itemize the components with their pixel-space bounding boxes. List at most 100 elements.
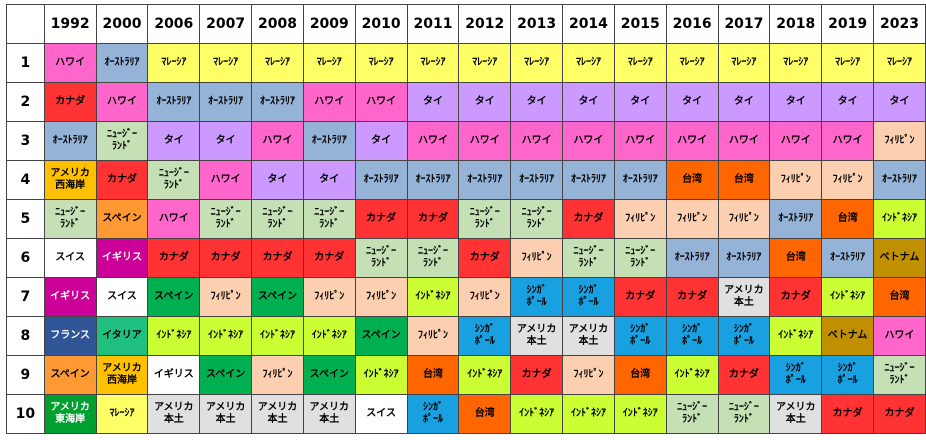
destination-cell: ハワイ xyxy=(199,160,253,200)
destination-cell: ﾆｭｰｼﾞｰ ﾗﾝﾄﾞ xyxy=(717,394,771,434)
destination-cell: カナダ xyxy=(613,277,667,317)
destination-cell: ｵｰｽﾄﾗﾘｱ xyxy=(147,82,201,122)
destination-cell: ハワイ xyxy=(354,82,408,122)
destination-cell: ｲﾝﾄﾞﾈｼｱ xyxy=(665,355,719,395)
table-row: 10 アメリカ 東海岸 ﾏﾚｰｼｱ アメリカ 本土 アメリカ 本土 アメリカ 本土 アメリカ… xyxy=(6,394,926,434)
year-header: 2010 xyxy=(354,4,408,44)
table-row: 5 ﾆｭｰｼﾞｰ ﾗﾝﾄﾞ スペイン ハワイ ﾆｭｰｼﾞｰ ﾗﾝﾄﾞ ﾆｭｰｼﾞｰ ﾗﾝﾄ… xyxy=(6,199,926,239)
destination-cell: スペイン xyxy=(147,277,201,317)
destination-cell: ﾏﾚｰｼｱ xyxy=(95,394,149,434)
destination-cell: スイス xyxy=(95,277,149,317)
destination-cell: スペイン xyxy=(302,355,356,395)
destination-cell: ｼﾝｶﾞ ﾎﾟｰﾙ xyxy=(510,277,564,317)
destination-cell: ハワイ xyxy=(510,121,564,161)
destination-cell: ハワイ xyxy=(562,121,615,161)
destination-cell: スペイン xyxy=(43,355,97,395)
destination-cell: ｼﾝｶﾞ ﾎﾟｰﾙ xyxy=(821,355,874,395)
destination-cell: ｵｰｽﾄﾗﾘｱ xyxy=(873,160,926,200)
destination-cell: ｼﾝｶﾞ ﾎﾟｰﾙ xyxy=(717,316,771,356)
rank-cell: 7 xyxy=(6,277,45,317)
year-header: 2018 xyxy=(769,4,823,44)
destination-cell: カナダ xyxy=(769,277,823,317)
destination-cell: 台湾 xyxy=(613,355,667,395)
destination-cell: ﾆｭｰｼﾞｰ ﾗﾝﾄﾞ xyxy=(873,355,926,395)
destination-cell: ハワイ xyxy=(873,316,926,356)
destination-cell: ｼﾝｶﾞ ﾎﾟｰﾙ xyxy=(665,316,719,356)
destination-cell: ﾆｭｰｼﾞｰ ﾗﾝﾄﾞ xyxy=(251,199,304,239)
destination-cell: ﾌｨﾘﾋﾟﾝ xyxy=(199,277,253,317)
destination-cell: ｲﾝﾄﾞﾈｼｱ xyxy=(147,316,201,356)
destination-cell: ﾆｭｰｼﾞｰ ﾗﾝﾄﾞ xyxy=(95,121,149,161)
destination-cell: カナダ xyxy=(717,355,771,395)
destination-cell: ｵｰｽﾄﾗﾘｱ xyxy=(510,160,564,200)
destination-cell: タイ xyxy=(821,82,874,122)
destination-cell: ハワイ xyxy=(613,121,667,161)
destination-cell: ハワイ xyxy=(821,121,874,161)
destination-cell: ﾆｭｰｼﾞｰ ﾗﾝﾄﾞ xyxy=(510,199,564,239)
destination-cell: ハワイ xyxy=(251,121,304,161)
destination-cell: アメリカ 西海岸 xyxy=(43,160,97,200)
year-header: 2006 xyxy=(147,4,201,44)
destination-cell: ﾌｨﾘﾋﾟﾝ xyxy=(769,160,823,200)
destination-cell: タイ xyxy=(665,82,719,122)
destination-cell: アメリカ 本土 xyxy=(251,394,304,434)
destination-cell: ｵｰｽﾄﾗﾘｱ xyxy=(613,160,667,200)
table-row: 8 フランス イタリア ｲﾝﾄﾞﾈｼｱ ｲﾝﾄﾞﾈｼｱ ｲﾝﾄﾞﾈｼｱ ｲﾝﾄﾞﾈｼｱ スペイ… xyxy=(6,316,926,356)
destination-cell: ｲﾝﾄﾞﾈｼｱ xyxy=(562,394,615,434)
destination-cell: ﾌｨﾘﾋﾟﾝ xyxy=(354,277,408,317)
destination-cell: ｵｰｽﾄﾗﾘｱ xyxy=(199,82,253,122)
destination-cell: ｲﾝﾄﾞﾈｼｱ xyxy=(510,394,564,434)
destination-cell: イタリア xyxy=(95,316,149,356)
ranking-table: 1992 2000 2006 2007 2008 2009 2010 2011 2012 2013… xyxy=(6,4,926,434)
destination-cell: ﾏﾚｰｼｱ xyxy=(302,43,356,83)
destination-cell: カナダ xyxy=(562,199,615,239)
destination-cell: タイ xyxy=(147,121,201,161)
rank-cell: 4 xyxy=(6,160,45,200)
year-header: 2000 xyxy=(95,4,149,44)
destination-cell: フランス xyxy=(43,316,97,356)
destination-cell: ｵｰｽﾄﾗﾘｱ xyxy=(302,121,356,161)
destination-cell: ﾏﾚｰｼｱ xyxy=(458,43,512,83)
destination-cell: ﾏﾚｰｼｱ xyxy=(406,43,460,83)
destination-cell: ハワイ xyxy=(43,43,97,83)
destination-cell: ﾌｨﾘﾋﾟﾝ xyxy=(302,277,356,317)
year-header: 2019 xyxy=(821,4,874,44)
destination-cell: タイ xyxy=(769,82,823,122)
corner-cell xyxy=(6,4,45,44)
rank-cell: 10 xyxy=(6,394,45,434)
destination-cell: スペイン xyxy=(354,316,408,356)
destination-cell: アメリカ 本土 xyxy=(199,394,253,434)
destination-cell: ﾆｭｰｼﾞｰ ﾗﾝﾄﾞ xyxy=(43,199,97,239)
destination-cell: アメリカ 西海岸 xyxy=(95,355,149,395)
destination-cell: ﾏﾚｰｼｱ xyxy=(354,43,408,83)
destination-cell: ﾌｨﾘﾋﾟﾝ xyxy=(717,199,771,239)
table-row: 2 カナダ ハワイ ｵｰｽﾄﾗﾘｱ ｵｰｽﾄﾗﾘｱ ｵｰｽﾄﾗﾘｱ ハワイ ハワイ タイ タイ タイ… xyxy=(6,82,926,122)
destination-cell: イギリス xyxy=(147,355,201,395)
destination-cell: ﾌｨﾘﾋﾟﾝ xyxy=(562,355,615,395)
destination-cell: ｼﾝｶﾞ ﾎﾟｰﾙ xyxy=(769,355,823,395)
destination-cell: ﾏﾚｰｼｱ xyxy=(665,43,719,83)
destination-cell: アメリカ 本土 xyxy=(147,394,201,434)
destination-cell: ﾌｨﾘﾋﾟﾝ xyxy=(873,121,926,161)
destination-cell: タイ xyxy=(613,82,667,122)
destination-cell: ｼﾝｶﾞ ﾎﾟｰﾙ xyxy=(458,316,512,356)
destination-cell: イギリス xyxy=(95,238,149,278)
destination-cell: アメリカ 本土 xyxy=(510,316,564,356)
destination-cell: ハワイ xyxy=(665,121,719,161)
destination-cell: アメリカ 東海岸 xyxy=(43,394,97,434)
destination-cell: ｵｰｽﾄﾗﾘｱ xyxy=(406,160,460,200)
destination-cell: ﾆｭｰｼﾞｰ ﾗﾝﾄﾞ xyxy=(458,199,512,239)
destination-cell: ハワイ xyxy=(302,82,356,122)
destination-cell: タイ xyxy=(302,160,356,200)
destination-cell: ハワイ xyxy=(95,82,149,122)
destination-cell: 台湾 xyxy=(458,394,512,434)
destination-cell: タイ xyxy=(354,121,408,161)
destination-cell: タイ xyxy=(873,82,926,122)
destination-cell: タイ xyxy=(251,160,304,200)
destination-cell: ｲﾝﾄﾞﾈｼｱ xyxy=(354,355,408,395)
destination-cell: タイ xyxy=(458,82,512,122)
destination-cell: ﾏﾚｰｼｱ xyxy=(717,43,771,83)
destination-cell: ﾏﾚｰｼｱ xyxy=(769,43,823,83)
destination-cell: ﾏﾚｰｼｱ xyxy=(199,43,253,83)
destination-cell: カナダ xyxy=(821,394,874,434)
